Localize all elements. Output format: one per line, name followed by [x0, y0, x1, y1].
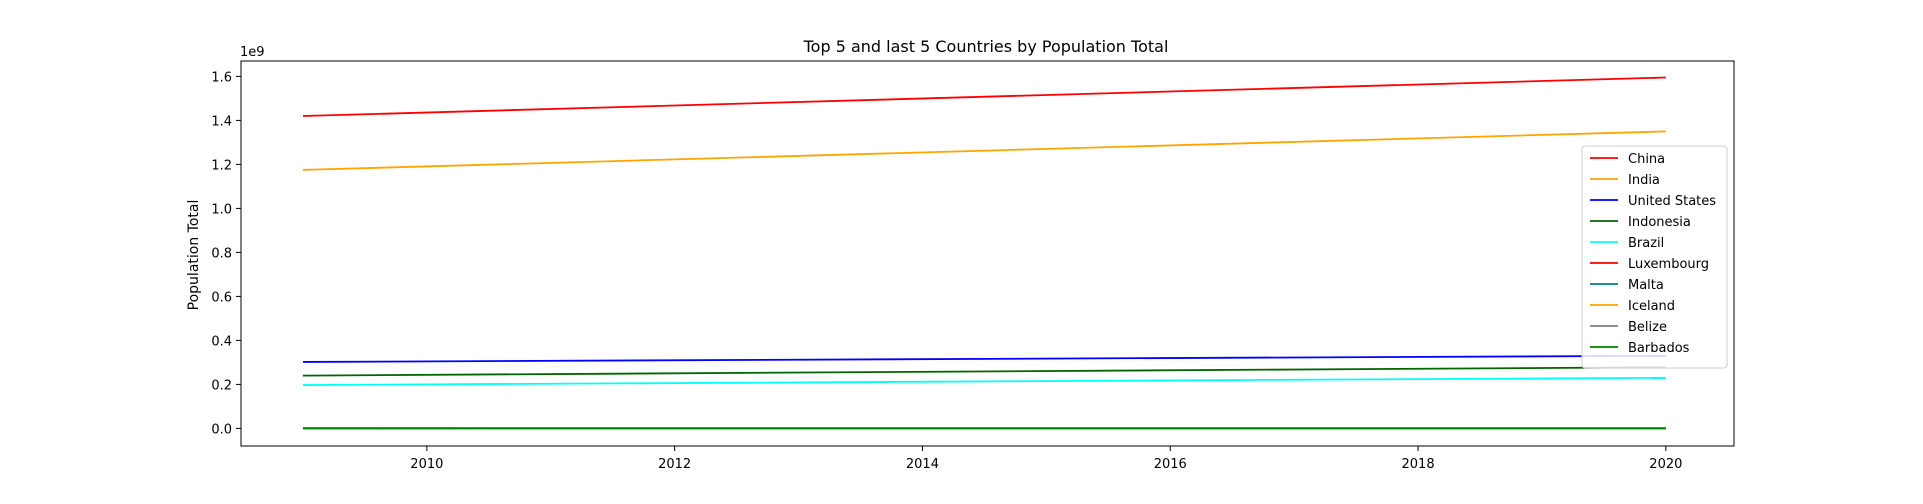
x-tick-label: 2018	[1402, 457, 1435, 472]
legend-entry: India	[1628, 173, 1660, 188]
y-tick-label: 0.2	[211, 378, 232, 393]
series-line	[303, 356, 1666, 362]
legend-entry: Luxembourg	[1628, 257, 1709, 272]
plot-frame	[241, 61, 1734, 446]
y-tick-label: 0.8	[211, 246, 232, 261]
y-tick-label: 1.0	[211, 202, 232, 217]
y-tick-label: 1.4	[211, 114, 232, 129]
y-axis-label: Population Total	[186, 200, 202, 311]
series-line	[303, 378, 1666, 385]
y-axis-multiplier: 1e9	[240, 45, 265, 60]
x-tick-label: 2012	[658, 457, 691, 472]
chart-title: Top 5 and last 5 Countries by Population…	[803, 37, 1169, 56]
legend-entry: United States	[1628, 194, 1716, 209]
x-tick-label: 2016	[1154, 457, 1187, 472]
legend-entry: Indonesia	[1628, 215, 1691, 230]
y-tick-label: 0.6	[211, 290, 232, 305]
series-line	[303, 131, 1666, 170]
x-tick-label: 2014	[906, 457, 939, 472]
y-tick-label: 0.0	[211, 422, 232, 437]
x-tick-label: 2010	[410, 457, 443, 472]
series-line	[303, 367, 1666, 375]
y-tick-label: 0.4	[211, 334, 232, 349]
legend-entry: Belize	[1628, 320, 1667, 335]
legend-entry: Barbados	[1628, 341, 1690, 356]
plot-area: 2010 2012 2014 2016 2018 2020 0.0 0.2 0.4 0.6 0.8 1…	[211, 61, 1734, 472]
legend-entry: China	[1628, 152, 1665, 167]
y-tick-label: 1.2	[211, 158, 232, 173]
legend-entry: Malta	[1628, 278, 1664, 293]
legend-entry: Brazil	[1628, 236, 1664, 251]
legend-entry: Iceland	[1628, 299, 1675, 314]
y-tick-label: 1.6	[211, 70, 232, 85]
series-line	[303, 78, 1666, 117]
legend: China India United States Indonesia Brazil Lu…	[1582, 146, 1727, 368]
x-tick-label: 2020	[1649, 457, 1682, 472]
